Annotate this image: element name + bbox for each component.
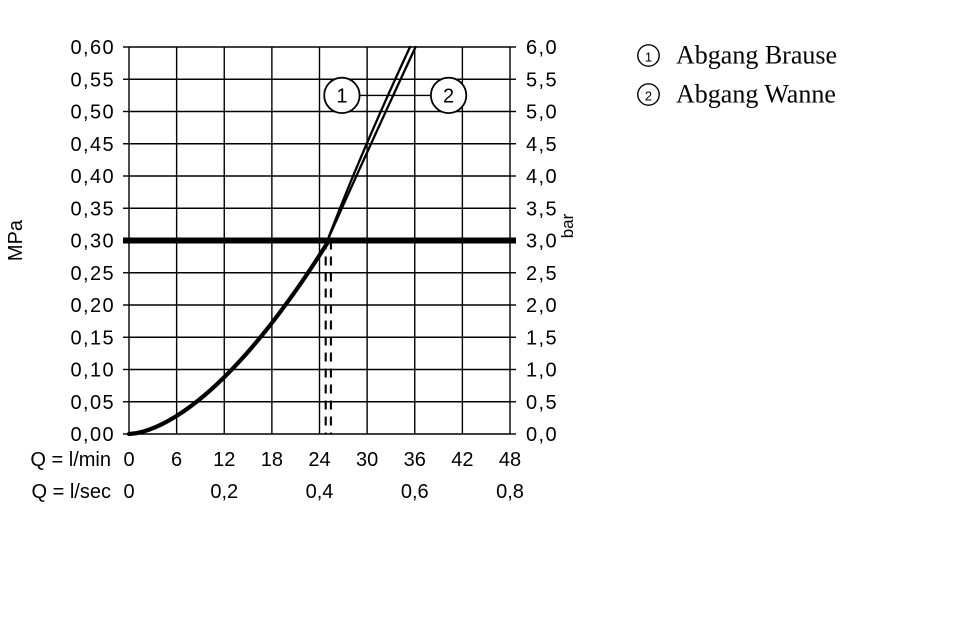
svg-text:1,5: 1,5	[526, 327, 558, 349]
svg-text:2: 2	[443, 86, 454, 108]
svg-text:0,50: 0,50	[70, 102, 115, 124]
svg-text:0,8: 0,8	[496, 481, 524, 503]
svg-text:MPa: MPa	[5, 219, 27, 261]
svg-text:0,4: 0,4	[306, 481, 334, 503]
svg-text:Q = l/sec: Q = l/sec	[32, 481, 111, 503]
svg-text:Abgang Brause: Abgang Brause	[676, 41, 837, 70]
svg-text:0,05: 0,05	[70, 392, 115, 414]
svg-text:30: 30	[356, 449, 378, 471]
svg-text:5,0: 5,0	[526, 102, 558, 124]
svg-text:2,5: 2,5	[526, 263, 558, 285]
svg-text:36: 36	[404, 449, 426, 471]
svg-text:4,5: 4,5	[526, 134, 558, 156]
svg-text:0,15: 0,15	[70, 327, 115, 349]
svg-text:0,40: 0,40	[70, 166, 115, 188]
svg-text:0,45: 0,45	[70, 134, 115, 156]
svg-text:0,20: 0,20	[70, 295, 115, 317]
svg-text:18: 18	[261, 449, 283, 471]
svg-text:42: 42	[451, 449, 473, 471]
svg-text:bar: bar	[558, 213, 577, 238]
svg-text:12: 12	[213, 449, 235, 471]
svg-text:1: 1	[645, 49, 652, 64]
svg-text:4,0: 4,0	[526, 166, 558, 188]
svg-text:0: 0	[123, 449, 134, 471]
svg-text:Q = l/min: Q = l/min	[30, 449, 111, 471]
svg-text:0,2: 0,2	[210, 481, 238, 503]
svg-text:0,55: 0,55	[70, 69, 115, 91]
svg-text:48: 48	[499, 449, 521, 471]
svg-text:0,10: 0,10	[70, 360, 115, 382]
svg-text:0,60: 0,60	[70, 37, 115, 59]
svg-text:1: 1	[336, 86, 347, 108]
svg-text:0,0: 0,0	[526, 424, 558, 446]
svg-text:6: 6	[171, 449, 182, 471]
svg-text:0,5: 0,5	[526, 392, 558, 414]
svg-text:Abgang Wanne: Abgang Wanne	[676, 80, 836, 109]
svg-text:0,35: 0,35	[70, 198, 115, 220]
svg-text:6,0: 6,0	[526, 37, 558, 59]
svg-text:2,0: 2,0	[526, 295, 558, 317]
svg-text:2: 2	[645, 88, 652, 103]
svg-text:0,6: 0,6	[401, 481, 429, 503]
svg-text:0: 0	[123, 481, 134, 503]
svg-text:0,30: 0,30	[70, 231, 115, 253]
svg-text:0,00: 0,00	[70, 424, 115, 446]
svg-text:3,5: 3,5	[526, 198, 558, 220]
svg-text:24: 24	[308, 449, 330, 471]
svg-text:0,25: 0,25	[70, 263, 115, 285]
svg-text:3,0: 3,0	[526, 231, 558, 253]
svg-text:5,5: 5,5	[526, 69, 558, 91]
svg-text:1,0: 1,0	[526, 360, 558, 382]
